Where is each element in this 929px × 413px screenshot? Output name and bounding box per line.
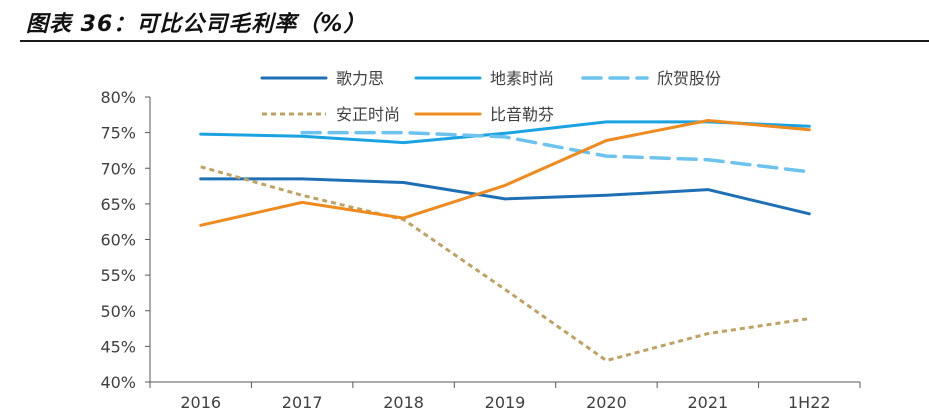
series-line-4 bbox=[200, 165, 810, 363]
legend-label: 欣贺股份 bbox=[657, 69, 721, 88]
x-tick-label: 2021 bbox=[687, 393, 728, 409]
axes: 40% 45% 50% 55% 60% 65% 70% 75% 80% 2016 2017 2018 2… bbox=[100, 88, 861, 412]
legend-item-5: 比音勒芬 bbox=[414, 105, 554, 124]
y-tick-label: 80% bbox=[100, 88, 136, 107]
y-tick-label: 45% bbox=[100, 337, 136, 356]
y-tick-label: 65% bbox=[100, 195, 136, 214]
y-tick-label: 40% bbox=[100, 373, 136, 392]
x-tick-label: 2020 bbox=[586, 393, 627, 409]
series-line-2 bbox=[199, 120, 811, 145]
y-tick-label: 60% bbox=[100, 231, 136, 250]
series-line-3 bbox=[300, 130, 812, 174]
x-tick-label: 2018 bbox=[383, 393, 424, 409]
y-tick-label: 50% bbox=[100, 302, 136, 321]
figure-title: 图表 36：可比公司毛利率（%） bbox=[26, 12, 367, 37]
legend-item-1: 歌力思 bbox=[260, 69, 384, 88]
x-tick-label: 1H22 bbox=[788, 393, 831, 409]
legend-item-2: 地素时尚 bbox=[414, 69, 554, 88]
legend-label: 安正时尚 bbox=[336, 105, 400, 124]
y-tick-label: 70% bbox=[100, 159, 136, 178]
x-tick-label: 2019 bbox=[485, 393, 526, 409]
chart-panel: 歌力思 地素时尚 欣贺股份安正时尚 比音勒芬 40% 45% 50% 55% 60% 65% 70… bbox=[20, 45, 929, 412]
figure-header: 图表 36：可比公司毛利率（%） bbox=[0, 0, 929, 44]
series-group bbox=[199, 119, 812, 363]
x-tick-label: 2016 bbox=[180, 393, 221, 409]
legend-item-4: 安正时尚 bbox=[262, 105, 400, 124]
series-line-1 bbox=[199, 177, 811, 216]
header-rule bbox=[20, 40, 929, 42]
legend-label: 地素时尚 bbox=[490, 69, 554, 88]
series-line-5 bbox=[199, 119, 811, 227]
y-tick-label: 75% bbox=[100, 124, 136, 143]
y-tick-label: 55% bbox=[100, 266, 136, 285]
legend-item-3: 欣贺股份 bbox=[581, 69, 721, 88]
legend-label: 歌力思 bbox=[336, 69, 384, 88]
x-tick-label: 2017 bbox=[282, 393, 323, 409]
legend-label: 比音勒芬 bbox=[490, 105, 554, 124]
